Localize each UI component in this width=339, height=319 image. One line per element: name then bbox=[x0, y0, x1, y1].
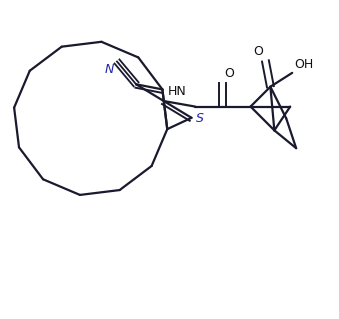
Text: O: O bbox=[254, 45, 263, 58]
Text: OH: OH bbox=[294, 58, 314, 71]
Text: N: N bbox=[105, 63, 114, 77]
Text: HN: HN bbox=[168, 85, 187, 98]
Text: O: O bbox=[224, 67, 234, 80]
Text: S: S bbox=[196, 112, 203, 125]
